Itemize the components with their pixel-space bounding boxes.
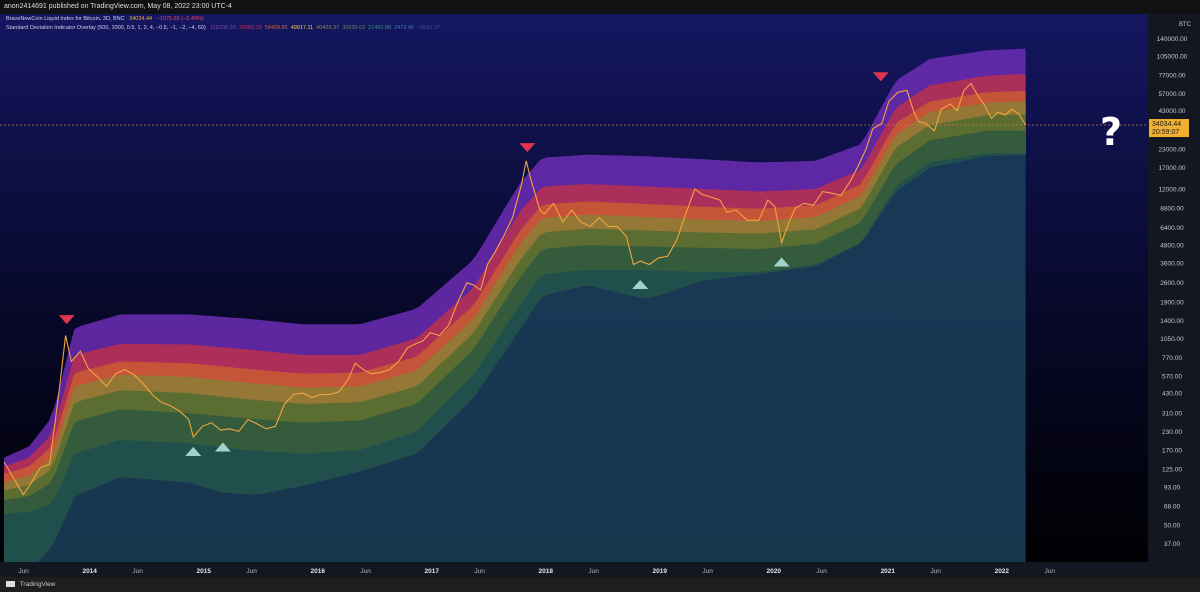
x-tick-label: Jun (474, 568, 485, 575)
y-tick-label: 1900.00 (1160, 299, 1184, 306)
bottom-signal-marker (214, 442, 231, 452)
x-tick-label: 2022 (995, 568, 1010, 575)
bottom-signal-marker (185, 446, 202, 456)
y-tick-label: 4800.00 (1160, 243, 1184, 250)
svg-text:20:59:07: 20:59:07 (1152, 129, 1179, 136)
legend-indicator-value: 118338.30 (210, 25, 236, 31)
x-tick-label: Jun (702, 568, 713, 575)
legend-indicator-value: −5541.37 (416, 25, 441, 31)
y-tick-label: 770.00 (1162, 355, 1182, 362)
x-tick-label: 2018 (539, 568, 554, 575)
band--2σ (4, 154, 1026, 577)
y-tick-label: 77000.00 (1158, 72, 1185, 79)
y-tick-label: 12000.00 (1158, 186, 1185, 193)
y-tick-label: 68.00 (1164, 504, 1181, 511)
x-tick-label: Jun (360, 568, 371, 575)
y-tick-label: 140000.00 (1157, 36, 1188, 43)
top-signal-marker (872, 72, 889, 82)
publish-header: anon2414691 published on TradingView.com… (0, 0, 1200, 14)
y-tick-label: 17000.00 (1158, 165, 1185, 172)
legend-price: 34034.44 (129, 16, 153, 22)
y-tick-label: 310.00 (1162, 411, 1182, 418)
y-tick-label: 2600.00 (1160, 280, 1184, 287)
x-tick-label: 2014 (82, 568, 97, 575)
legend-indicator-values: 118338.30 78383.33 59409.85 49917.11 40426.3… (210, 25, 443, 31)
y-tick-label: 57000.00 (1158, 91, 1185, 98)
current-price-badge: 34034.44 20:59:07 (1149, 119, 1189, 138)
x-tick-label: Jun (132, 568, 143, 575)
x-tick-label: Jun (816, 568, 827, 575)
x-tick-label: 2016 (310, 568, 325, 575)
top-signal-marker (58, 315, 75, 325)
time-axis-panel (0, 562, 1148, 577)
question-mark-annotation: ? (1100, 110, 1123, 154)
legend-indicator-title: Standard Deviation Indicator Overlay (50… (6, 25, 206, 31)
tradingview-footer: TradingView (0, 577, 1200, 592)
y-tick-label: 50.00 (1164, 522, 1181, 529)
x-tick-label: Jun (588, 568, 599, 575)
y-tick-label: 37.00 (1164, 541, 1181, 548)
x-tick-label: 2020 (767, 568, 782, 575)
tradingview-logo-icon (6, 581, 15, 588)
bottom-signal-marker (632, 279, 649, 289)
y-tick-label: 230.00 (1162, 429, 1182, 436)
y-tick-label: 1400.00 (1160, 318, 1184, 325)
legend-indicator-value: 78383.33 (238, 25, 262, 31)
x-tick-label: 2021 (881, 568, 896, 575)
legend-indicator-value: 49917.11 (290, 25, 314, 31)
y-tick-label: 6400.00 (1160, 225, 1184, 232)
x-tick-label: Jun (930, 568, 941, 575)
legend-symbol: BraveNewCoin Liquid Index for Bitcoin, 3… (6, 16, 125, 22)
legend-indicator-value: 2473.40 (394, 25, 414, 31)
svg-text:34034.44: 34034.44 (1152, 121, 1181, 128)
y-tick-label: 93.00 (1164, 484, 1181, 491)
signal-markers (58, 72, 889, 456)
bottom-signal-marker (773, 257, 790, 267)
y-tick-label: 8800.00 (1160, 205, 1184, 212)
y-tick-label: 570.00 (1162, 373, 1182, 380)
band--1σ (4, 153, 1026, 570)
std-dev-bands (4, 48, 1026, 577)
x-axis-ticks: Jun 2014 Jun 2015 Jun 2016 Jun 2017 Jun 2018 Jun 20… (18, 568, 1055, 575)
legend-indicator: Standard Deviation Indicator Overlay (50… (6, 25, 446, 31)
y-tick-label: 3600.00 (1160, 260, 1184, 267)
x-tick-label: 2019 (653, 568, 668, 575)
legend-main: BraveNewCoin Liquid Index for Bitcoin, 3… (6, 16, 207, 22)
price-series-line (3, 82, 1027, 496)
y-tick-label: 170.00 (1162, 447, 1182, 454)
x-tick-label: Jun (18, 568, 29, 575)
y-tick-label: 1050.00 (1160, 336, 1184, 343)
y-tick-label: 43000.00 (1158, 108, 1185, 115)
y-tick-label: 105000.00 (1157, 53, 1188, 60)
axis-currency: BTC (1179, 22, 1192, 28)
x-tick-label: 2015 (196, 568, 211, 575)
legend-indicator-value: 21450.88 (368, 25, 392, 31)
legend-indicator-value: 30939.63 (342, 25, 366, 31)
legend-indicator-value: 40426.37 (316, 25, 340, 31)
price-axis-panel (1148, 14, 1200, 577)
x-tick-label: Jun (1044, 568, 1055, 575)
x-tick-label: 2017 (425, 568, 440, 575)
y-axis-ticks: 140000.00 105000.00 77000.00 57000.00 43000.… (1157, 36, 1188, 548)
top-signal-marker (519, 143, 536, 153)
y-tick-label: 23000.00 (1158, 147, 1185, 154)
tradingview-brand: TradingView (19, 581, 56, 588)
legend-indicator-value: 59409.85 (264, 25, 288, 31)
x-tick-label: Jun (246, 568, 257, 575)
y-tick-label: 125.00 (1162, 466, 1182, 473)
price-chart[interactable]: BTC 140000.00 105000.00 77000.00 57000.00 43… (0, 14, 1200, 577)
y-tick-label: 430.00 (1162, 391, 1182, 398)
legend-change: −1975.55 (−5.49%) (156, 16, 204, 22)
